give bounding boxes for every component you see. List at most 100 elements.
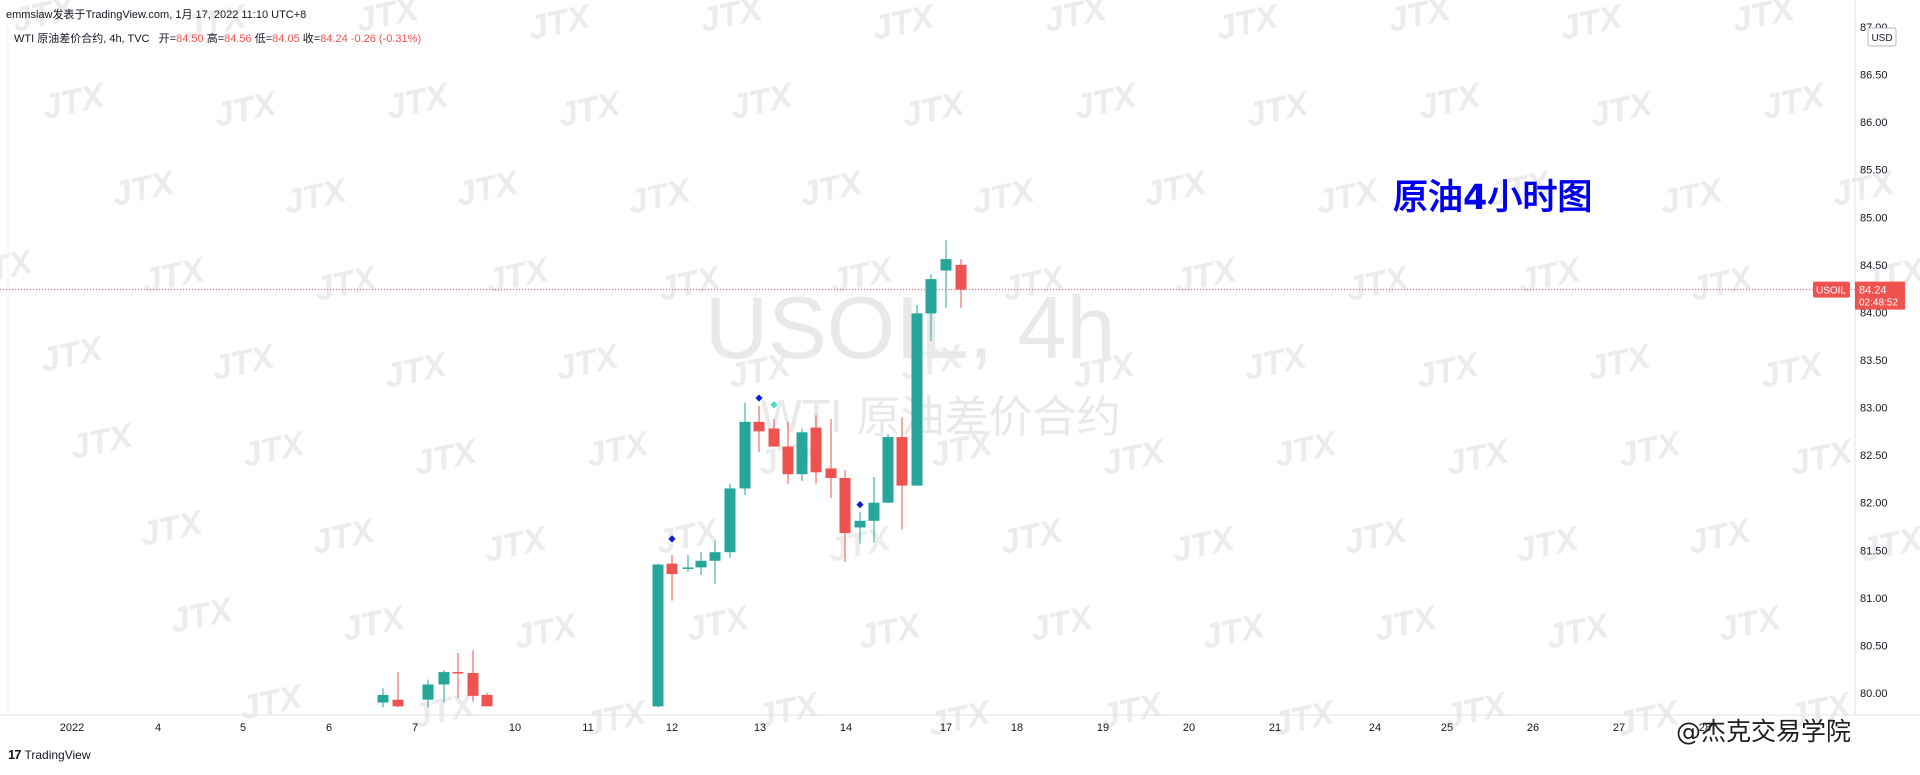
last-price-countdown: 02:48:52 bbox=[1859, 298, 1898, 309]
last-price-symbol-tag bbox=[1813, 281, 1850, 298]
jtx-watermark-text: JTX bbox=[1543, 606, 1614, 657]
jtx-watermark-text: JTX bbox=[1371, 598, 1442, 649]
time-tick-label: 19 bbox=[1097, 722, 1109, 734]
tradingview-brand[interactable]: 17 TradingView bbox=[8, 747, 91, 762]
jtx-watermark-text: JTX bbox=[1657, 171, 1728, 222]
jtx-watermark-text: JTX bbox=[1513, 519, 1584, 570]
high-value: 84.56 bbox=[224, 33, 252, 45]
jtx-watermark-text: JTX bbox=[1171, 250, 1242, 301]
time-tick-label: 12 bbox=[666, 722, 678, 734]
candle bbox=[810, 415, 822, 484]
time-tick-label: 11 bbox=[582, 722, 593, 734]
candle-body bbox=[682, 567, 694, 569]
jtx-watermark-text: JTX bbox=[1241, 337, 1312, 388]
price-tick-label: 84.50 bbox=[1860, 260, 1888, 272]
time-tick-label: 10 bbox=[509, 722, 521, 734]
candle-body bbox=[739, 421, 751, 489]
candle-body bbox=[666, 563, 678, 575]
candle bbox=[377, 688, 389, 708]
symbol-watermark: USOIL, 4h bbox=[705, 278, 1116, 377]
candle-body bbox=[438, 672, 450, 685]
jtx-watermark-text: JTX bbox=[511, 606, 582, 657]
candle bbox=[652, 563, 664, 708]
jtx-watermark-text: JTX bbox=[583, 424, 654, 475]
jtx-watermark-text: JTX bbox=[1313, 171, 1384, 222]
jtx-watermark-text: JTX bbox=[1271, 424, 1342, 475]
candle-body bbox=[796, 432, 808, 475]
price-tick-label: 82.00 bbox=[1860, 498, 1888, 510]
jtx-watermark-text: JTX bbox=[339, 598, 410, 649]
jtx-watermark-text: JTX bbox=[697, 0, 768, 40]
time-tick-label: 18 bbox=[1011, 722, 1023, 734]
candle-body bbox=[825, 468, 837, 478]
candle bbox=[709, 540, 721, 584]
jtx-watermark-text: JTX bbox=[1169, 519, 1240, 570]
candle-body bbox=[481, 694, 493, 707]
jtx-watermark-text: JTX bbox=[211, 84, 282, 135]
jtx-watermark-text: JTX bbox=[167, 590, 238, 641]
candle bbox=[682, 555, 694, 572]
jtx-watermark-text: JTX bbox=[1269, 693, 1340, 744]
candle bbox=[839, 470, 851, 562]
jtx-watermark-text: JTX bbox=[1759, 76, 1830, 127]
candle bbox=[955, 259, 967, 308]
candle bbox=[925, 274, 937, 341]
jtx-watermark-text: JTX bbox=[1343, 258, 1414, 309]
price-tick-label: 85.50 bbox=[1860, 165, 1888, 177]
currency-badge bbox=[1867, 27, 1897, 47]
publish-info: emmslaw发表于TradingView.com, 1月 17, 2022 1… bbox=[6, 9, 307, 21]
signal-marker bbox=[668, 535, 676, 543]
candle bbox=[854, 512, 866, 544]
candle-body bbox=[911, 313, 923, 486]
jtx-watermark-text: JTX bbox=[1027, 598, 1098, 649]
candle bbox=[422, 679, 434, 708]
jtx-watermark-text: JTX bbox=[581, 693, 652, 744]
time-tick-label: 27 bbox=[1613, 722, 1625, 734]
jtx-watermark-text: JTX bbox=[1415, 76, 1486, 127]
signal-marker bbox=[856, 501, 864, 509]
jtx-watermark-text: JTX bbox=[1715, 598, 1786, 649]
jtx-watermark-text: JTX bbox=[481, 519, 552, 570]
price-tick-label: 80.50 bbox=[1860, 640, 1888, 652]
candle-body bbox=[782, 446, 794, 475]
candle-body bbox=[768, 428, 780, 447]
jtx-watermark-text: JTX bbox=[1199, 606, 1270, 657]
signal-marker bbox=[770, 401, 778, 409]
jtx-watermark-text: JTX bbox=[797, 163, 868, 214]
jtx-watermark-text: JTX bbox=[625, 171, 696, 222]
price-tick-label: 81.00 bbox=[1860, 593, 1888, 605]
last-price-symbol: USOIL bbox=[1816, 286, 1846, 297]
jtx-watermark-text: JTX bbox=[1443, 432, 1514, 483]
candle-body bbox=[377, 694, 389, 703]
time-tick-label: 24 bbox=[1369, 722, 1381, 734]
close-label: 收= bbox=[302, 33, 321, 45]
candle-body bbox=[753, 421, 765, 432]
candle bbox=[739, 402, 751, 496]
jtx-watermark-text: JTX bbox=[281, 171, 352, 222]
time-tick-label: 13 bbox=[754, 722, 766, 734]
jtx-watermark-text: JTX bbox=[997, 511, 1068, 562]
candle-body bbox=[839, 477, 851, 534]
jtx-watermark-text: JTX bbox=[453, 163, 524, 214]
candle bbox=[940, 240, 952, 308]
candle-body bbox=[940, 259, 952, 271]
time-tick-label: 4 bbox=[155, 722, 161, 734]
time-tick-label: 6 bbox=[326, 722, 332, 734]
jtx-watermark-text: JTX bbox=[555, 84, 626, 135]
price-tick-label: 80.00 bbox=[1860, 688, 1888, 700]
axes-layer: 80.00 80.50 81.00 81.50 82.00 82.50 83.00 83.50… bbox=[60, 22, 1905, 734]
symbol-legend[interactable]: WTI 原油差价合约, 4h, TVC 开=84.50 高=84.56 低=84… bbox=[14, 30, 421, 46]
jtx-watermark-text: JTX bbox=[683, 598, 754, 649]
jtx-watermark-text: JTX bbox=[1213, 0, 1284, 48]
candle-body bbox=[896, 437, 908, 486]
candle bbox=[695, 552, 707, 576]
candle-body bbox=[868, 502, 880, 521]
jtx-watermark-text: JTX bbox=[137, 503, 208, 554]
low-label: 低= bbox=[254, 33, 273, 45]
candle-body bbox=[925, 279, 937, 314]
jtx-watermark-text: JTX bbox=[383, 76, 454, 127]
candle bbox=[452, 653, 464, 698]
jtx-watermark-text: JTX bbox=[483, 250, 554, 301]
